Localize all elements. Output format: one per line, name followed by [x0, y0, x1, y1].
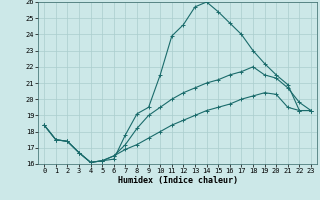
- X-axis label: Humidex (Indice chaleur): Humidex (Indice chaleur): [118, 176, 238, 185]
